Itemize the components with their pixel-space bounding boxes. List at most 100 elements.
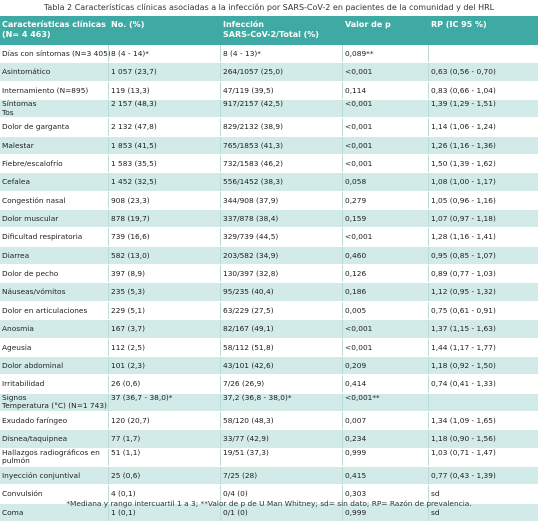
column-divider — [220, 283, 221, 301]
row-p-value: 0,058 — [345, 177, 367, 187]
row-infection: 19/51 (37,3) — [223, 447, 269, 457]
column-divider — [342, 118, 343, 136]
column-divider — [220, 210, 221, 228]
column-divider — [220, 173, 221, 191]
row-infection: 58/112 (51,8) — [223, 342, 274, 352]
row-infection: 829/2132 (38,9) — [223, 122, 283, 132]
row-count: 77 (1,7) — [111, 434, 141, 444]
row-rp: 0,89 (0,77 - 1,03) — [431, 269, 496, 279]
row-label: Días con síntomas (N=3 405) — [2, 49, 111, 58]
table-body: Días con síntomas (N=3 405) 8 (4 - 14)* 8 … — [0, 45, 538, 522]
row-count: 1 (0,1) — [111, 507, 136, 517]
row-p-value: <0,001 — [345, 140, 373, 150]
row-infection: 33/77 (42,9) — [223, 434, 269, 444]
row-rp: 1,37 (1,15 - 1,63) — [431, 324, 496, 334]
column-divider — [108, 411, 109, 430]
table-row: Ageusia 112 (2,5) 58/112 (51,8) <0,001 1,44 … — [0, 338, 538, 357]
table-row: Convulsión 4 (0,1) 0/4 (0) 0,303 sd — [0, 485, 538, 504]
column-divider — [428, 63, 429, 81]
row-label: Cefalea — [2, 177, 30, 187]
row-count: 1 853 (41,5) — [111, 140, 157, 150]
table-row: Días con síntomas (N=3 405) 8 (4 - 14)* 8 … — [0, 45, 538, 64]
row-p-value: 0,159 — [345, 214, 367, 224]
row-rp: 0,74 (0,41 - 1,33) — [431, 379, 496, 389]
column-divider — [428, 173, 429, 191]
table-row: Exudado faríngeo 120 (20,7) 58/120 (48,3) 0… — [0, 411, 538, 431]
header-infection: Infección SARS-CoV-2/Total (%) — [223, 20, 319, 39]
row-label: Convulsión — [2, 489, 43, 499]
column-divider — [342, 411, 343, 430]
column-divider — [428, 118, 429, 136]
table-row: Dolor abdominal 101 (2,3) 43/101 (42,6) 0,2… — [0, 356, 538, 376]
table-row: Signos Temperatura (°C) (N=1 743) 37 (36,7… — [0, 392, 538, 412]
row-count: 235 (5,3) — [111, 287, 145, 297]
table-row: Dolor muscular 878 (19,7) 337/878 (38,4) 0,… — [0, 210, 538, 229]
row-count: 8 (4 - 14)* — [111, 49, 149, 58]
row-count: 229 (5,1) — [111, 305, 145, 315]
row-label: Fiebre/escalofrío — [2, 159, 63, 169]
column-divider — [108, 466, 109, 485]
row-infection: 264/1057 (25,0) — [223, 67, 283, 77]
table-row: Fiebre/escalofrío 1 583 (35,5) 732/1583 (4… — [0, 155, 538, 174]
column-divider — [220, 155, 221, 173]
row-rp: 1,26 (1,16 - 1,36) — [431, 140, 496, 150]
row-count: 4 (0,1) — [111, 489, 136, 499]
table-row: Dolor de garganta 2 132 (47,8) 829/2132 (3… — [0, 118, 538, 137]
table-row: Dolor en articulaciones 229 (5,1) 63/229 (… — [0, 301, 538, 321]
column-divider — [342, 100, 343, 118]
row-rp: 1,07 (0,97 - 1,18) — [431, 214, 496, 224]
row-p-value: 0,414 — [345, 379, 367, 389]
column-divider — [108, 155, 109, 173]
row-rp: 1,08 (1,00 - 1,17) — [431, 177, 496, 187]
column-divider — [428, 283, 429, 301]
row-label: Hallazgos radiográficos en pulmón — [2, 447, 100, 466]
row-rp: 1,50 (1,39 - 1,62) — [431, 159, 496, 169]
row-rp: 1,18 (0,90 - 1,56) — [431, 434, 496, 444]
row-label: Congestión nasal — [2, 195, 66, 205]
row-infection: 58/120 (48,3) — [223, 415, 274, 425]
column-divider — [342, 375, 343, 393]
column-divider — [220, 246, 221, 265]
header-count: No. (%) — [111, 20, 145, 29]
row-count: 1 583 (35,5) — [111, 159, 157, 169]
row-label: Síntomas Tos — [2, 99, 37, 117]
column-divider — [220, 503, 221, 521]
column-divider — [428, 466, 429, 485]
row-rp: 1,05 (0,96 - 1,16) — [431, 195, 496, 205]
row-p-value: 0,186 — [345, 287, 367, 297]
row-label: Internamiento (N=895) — [2, 85, 89, 95]
column-divider — [108, 246, 109, 265]
column-divider — [108, 265, 109, 283]
column-divider — [220, 136, 221, 155]
column-divider — [342, 430, 343, 448]
column-divider — [342, 466, 343, 485]
column-divider — [108, 45, 109, 63]
row-count: 119 (13,3) — [111, 85, 150, 95]
row-count: 37 (36,7 - 38,0)* — [111, 392, 173, 402]
column-divider — [220, 45, 221, 63]
row-p-value: <0,001 — [345, 99, 373, 109]
row-label: Dolor en articulaciones — [2, 305, 88, 315]
column-divider — [342, 320, 343, 338]
row-infection: 130/397 (32,8) — [223, 269, 279, 279]
table-header: Características clínicas (N= 4 463) No. (… — [0, 16, 538, 45]
column-divider — [220, 320, 221, 338]
header-characteristics: Características clínicas (N= 4 463) — [2, 20, 106, 39]
row-rp: 1,39 (1,29 - 1,51) — [431, 99, 496, 109]
column-divider — [220, 430, 221, 448]
row-count: 112 (2,5) — [111, 342, 145, 352]
row-count: 101 (2,3) — [111, 360, 145, 370]
row-p-value: 0,279 — [345, 195, 367, 205]
column-divider — [342, 485, 343, 503]
row-p-value: 0,007 — [345, 415, 367, 425]
row-count: 908 (23,3) — [111, 195, 150, 205]
column-divider — [428, 430, 429, 448]
row-infection: 43/101 (42,6) — [223, 360, 274, 370]
row-rp: 0,77 (0,43 - 1,39) — [431, 470, 496, 480]
column-divider — [220, 375, 221, 393]
row-infection: 37,2 (36,8 - 38,0)* — [223, 392, 292, 402]
row-count: 26 (0,6) — [111, 379, 141, 389]
column-divider — [108, 485, 109, 503]
column-divider — [108, 393, 109, 411]
row-infection: 47/119 (39,5) — [223, 85, 274, 95]
